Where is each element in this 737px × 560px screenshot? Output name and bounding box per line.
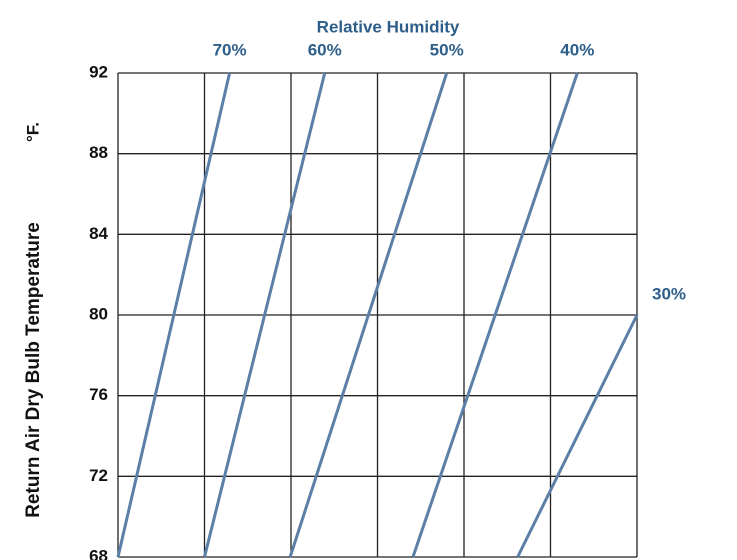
y-tick-label: 84 xyxy=(89,224,108,243)
y-tick-label: 80 xyxy=(89,304,108,323)
y-tick-label: 92 xyxy=(89,62,108,81)
legend-label: 70% xyxy=(213,40,247,59)
y-tick-label: 72 xyxy=(89,466,108,485)
y-axis-label: Return Air Dry Bulb Temperature xyxy=(23,222,44,518)
humidity-line xyxy=(516,314,639,558)
humidity-line xyxy=(288,72,449,558)
legend-label: 60% xyxy=(308,40,342,59)
y-tick-label: 88 xyxy=(89,143,108,162)
humidity-line xyxy=(411,72,579,558)
humidity-line xyxy=(116,72,232,558)
humidity-line xyxy=(203,72,327,558)
legend-label: 40% xyxy=(560,40,594,59)
legend-label: 30% xyxy=(652,284,686,303)
y-tick-label: 68 xyxy=(89,546,108,560)
y-axis-unit: °F. xyxy=(23,122,42,142)
chart-title: Relative Humidity xyxy=(317,17,460,36)
y-tick-label: 76 xyxy=(89,385,108,404)
legend-label: 50% xyxy=(430,40,464,59)
